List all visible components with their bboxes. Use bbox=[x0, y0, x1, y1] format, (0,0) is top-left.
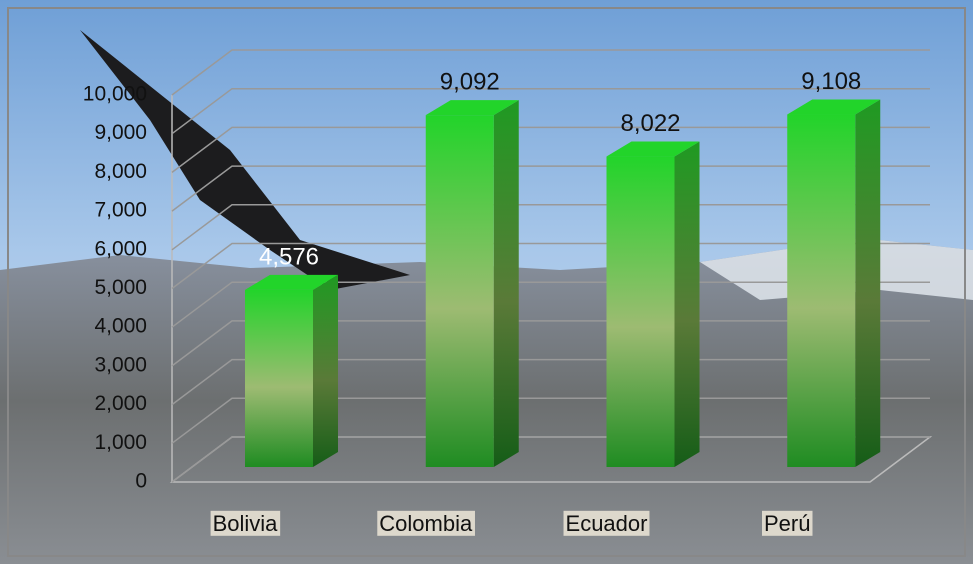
bar bbox=[787, 114, 856, 468]
bar bbox=[425, 115, 494, 468]
x-tick-label: Colombia bbox=[379, 511, 473, 536]
x-tick-label: Ecuador bbox=[566, 511, 648, 536]
y-tick-label: 4,000 bbox=[94, 315, 147, 338]
bar bbox=[606, 156, 675, 468]
bar-side bbox=[493, 100, 519, 468]
x-tick-label-bg bbox=[210, 510, 281, 536]
x-tick-label: Perú bbox=[764, 511, 810, 536]
y-tick-label: 0 bbox=[135, 470, 147, 493]
bar bbox=[245, 289, 313, 467]
y-tick-label: 5,000 bbox=[94, 276, 147, 299]
grid-line bbox=[171, 126, 930, 173]
y-tick-label: 9,000 bbox=[94, 121, 147, 144]
bar-top bbox=[787, 99, 881, 115]
y-tick-label: 1,000 bbox=[94, 431, 147, 454]
y-tick-label: 7,000 bbox=[94, 199, 147, 222]
grid-line bbox=[171, 49, 930, 96]
bar-side bbox=[855, 99, 881, 468]
bar-side bbox=[674, 141, 700, 468]
bar-top bbox=[245, 274, 338, 290]
bar-top bbox=[425, 100, 519, 116]
bar-top bbox=[606, 141, 700, 157]
y-tick-label: 2,000 bbox=[94, 392, 147, 415]
value-label: 9,108 bbox=[801, 68, 861, 95]
y-tick-label: 3,000 bbox=[94, 353, 147, 376]
value-label: 4,576 bbox=[259, 243, 319, 270]
grid-line bbox=[171, 87, 930, 135]
y-tick-label: 8,000 bbox=[94, 160, 147, 183]
y-tick-label: 6,000 bbox=[94, 237, 147, 260]
frame bbox=[7, 7, 966, 557]
value-label: 9,092 bbox=[440, 68, 500, 95]
y-tick-label: 10,000 bbox=[83, 83, 147, 106]
x-tick-label: Bolivia bbox=[213, 511, 279, 536]
value-label: 8,022 bbox=[620, 110, 680, 137]
x-tick-label-bg bbox=[762, 510, 813, 536]
x-tick-label-bg bbox=[563, 510, 650, 536]
x-tick-label-bg bbox=[377, 510, 475, 536]
bar-side bbox=[313, 274, 338, 467]
